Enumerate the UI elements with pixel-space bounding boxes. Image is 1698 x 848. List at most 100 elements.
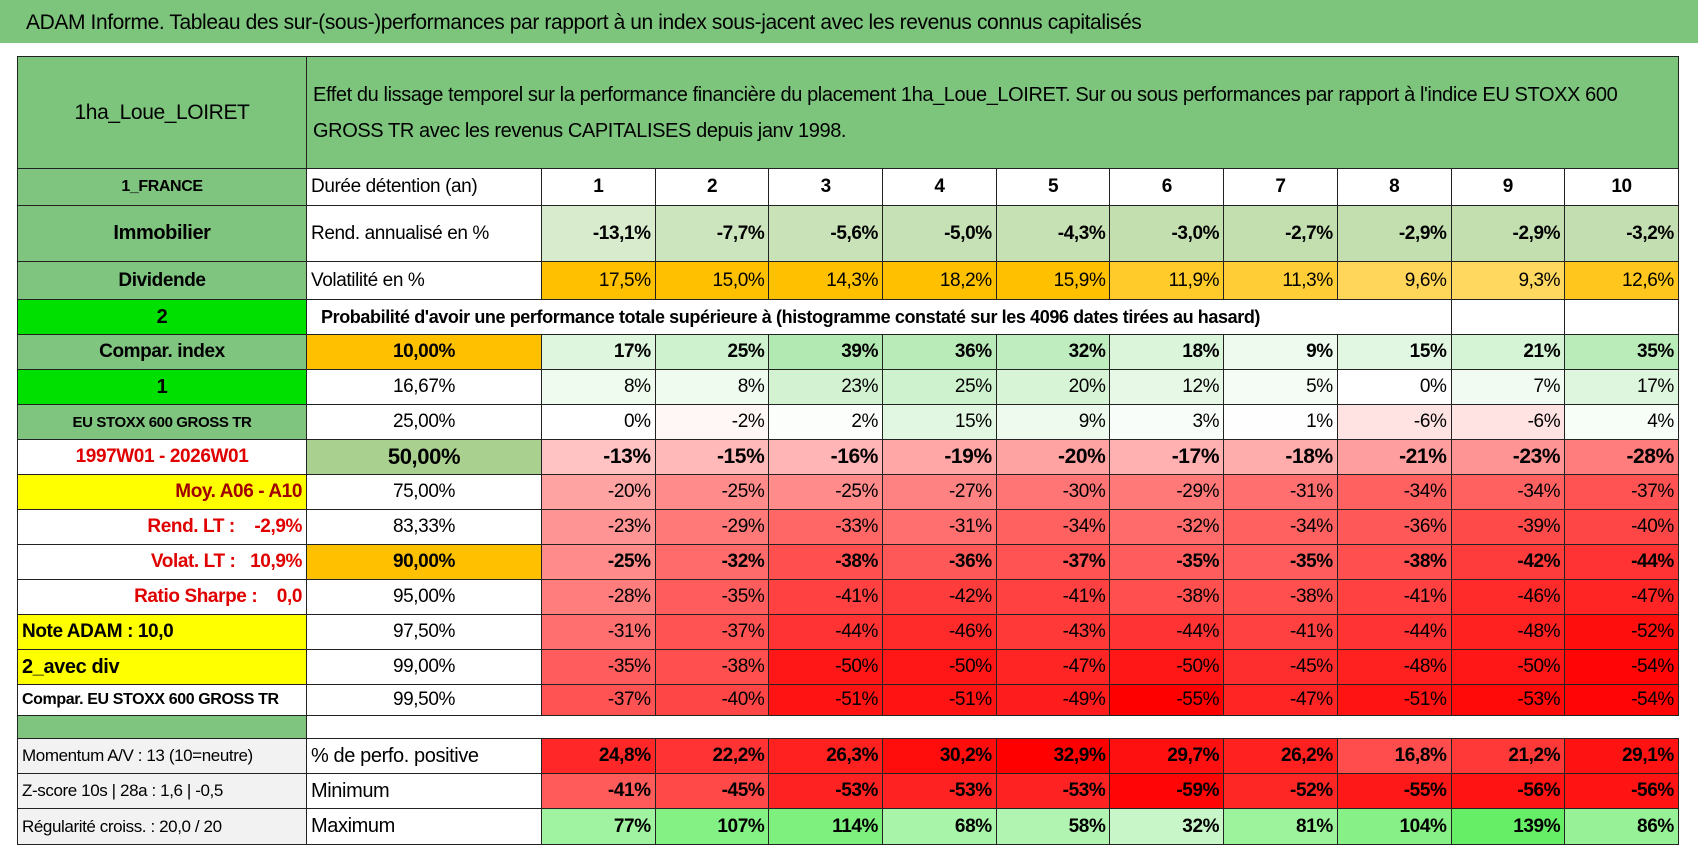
table-row: Immobilier Rend. annualisé en % -13,1% -7,7… [17,205,1679,262]
value-cell: -44% [1564,544,1679,580]
row-header: 16,67% [306,369,542,405]
value-cell: 5 [995,168,1111,206]
value-cell: 3% [1109,404,1225,440]
value-cell: -44% [1336,614,1452,650]
value-cell: 32% [995,334,1111,370]
performance-table: 1ha_Loue_LOIRET Effet du lissage temporel… [17,56,1679,845]
table-row: Momentum A/V : 13 (10=neutre)% de perfo.… [17,738,1679,774]
value-cell: -33% [768,509,884,545]
row-header: 99,00% [306,649,542,685]
value-cell: 26,3% [768,738,884,774]
value-cell: -13% [541,439,656,475]
row-header: 10,00% [306,334,542,370]
value-cell: -32% [1109,509,1225,545]
value-cell: -25% [541,544,656,580]
value-cell: 77% [541,808,656,845]
value-cell: 9% [995,404,1111,440]
item-name: 1ha_Loue_LOIRET [17,56,307,169]
header-row: 1ha_Loue_LOIRET Effet du lissage temporel… [17,56,1679,169]
row-label: Compar. EU STOXX 600 GROSS TR [17,684,307,716]
value-cell: -53% [768,773,884,809]
row-header: Durée détention (an) [306,168,542,206]
value-cell: 18% [1109,334,1225,370]
value-cell: -3,2% [1564,205,1679,262]
value-cell: -47% [995,649,1111,685]
value-cell: 32% [1109,808,1225,845]
value-cell: -34% [1336,474,1452,510]
value-cell: 16,8% [1336,738,1452,774]
value-cell: -20% [995,439,1111,475]
row-header: % de perfo. positive [306,738,542,774]
value-cell: 2 [654,168,770,206]
value-cell: 26,2% [1223,738,1338,774]
value-cell: -38% [654,649,770,685]
value-cell: 12% [1109,369,1225,405]
value-cell: -48% [1336,649,1452,685]
value-cell: -56% [1450,773,1566,809]
row-label: Moy. A06 - A10 [17,474,307,510]
value-cell: 25% [654,334,770,370]
table-row: 2 Probabilité d'avoir une performance tot… [17,299,1679,335]
value-cell: -5,0% [882,205,997,262]
value-cell: -34% [1450,474,1566,510]
row-label: 2_avec div [17,649,307,685]
value-cell: -37% [541,684,656,716]
value-cell: 7 [1223,168,1338,206]
value-cell: -13,1% [541,205,656,262]
row-label: Z-score 10s | 28a : 1,6 | -0,5 [17,773,307,809]
table-row: 1997W01 - 2026W01 50,00% -13% -15% -16% -19% -… [17,439,1679,475]
value-cell: -59% [1109,773,1225,809]
value-cell: -47% [1223,684,1338,716]
value-cell: -38% [768,544,884,580]
value-cell: -6% [1450,404,1566,440]
value-cell: 9% [1223,334,1338,370]
value-cell: 5% [1223,369,1338,405]
value-cell: 18,2% [882,261,997,300]
value-cell: -6% [1336,404,1452,440]
value-cell: 114% [768,808,884,845]
value-cell: -29% [654,509,770,545]
row-label: Ratio Sharpe : 0,0 [17,579,307,615]
value-cell: 9,3% [1450,261,1566,300]
row-label: Régularité croiss. : 20,0 / 20 [17,808,307,845]
row-header: 75,00% [306,474,542,510]
value-cell: 4% [1564,404,1679,440]
value-cell: -35% [1109,544,1225,580]
value-cell: 11,9% [1109,261,1225,300]
row-label: 1 [17,369,307,405]
value-cell: 36% [882,334,997,370]
value-cell: 4 [882,168,997,206]
value-cell: -54% [1564,649,1679,685]
value-cell: 35% [1564,334,1679,370]
value-cell: -46% [882,614,997,650]
value-cell: -23% [541,509,656,545]
table-row: Régularité croiss. : 20,0 / 20 Maximum 77%… [17,808,1679,845]
spacer-cell [306,715,1679,739]
value-cell: 29,1% [1564,738,1679,774]
value-cell: 8% [654,369,770,405]
table-row: Dividende Volatilité en % 17,5% 15,0% 14,3% 1… [17,261,1679,300]
value-cell: -32% [654,544,770,580]
row-label: 2 [17,299,307,335]
row-label: EU STOXX 600 GROSS TR [17,404,307,440]
value-cell: -50% [1450,649,1566,685]
value-cell: -40% [654,684,770,716]
value-cell: -16% [768,439,884,475]
value-cell: -41% [995,579,1111,615]
value-cell: -53% [995,773,1111,809]
value-cell: -2,7% [1223,205,1338,262]
row-label: Dividende [17,261,307,300]
row-header: Maximum [306,808,542,845]
value-cell: -17% [1109,439,1225,475]
value-cell: -41% [768,579,884,615]
value-cell: 17% [1564,369,1679,405]
value-cell: -28% [541,579,656,615]
value-cell: -51% [882,684,997,716]
value-cell: 17% [541,334,656,370]
spacer-cell [17,715,307,739]
value-cell: -2,9% [1450,205,1566,262]
row-label: Note ADAM : 10,0 [17,614,307,650]
value-cell: 58% [995,808,1111,845]
value-cell: 15% [882,404,997,440]
